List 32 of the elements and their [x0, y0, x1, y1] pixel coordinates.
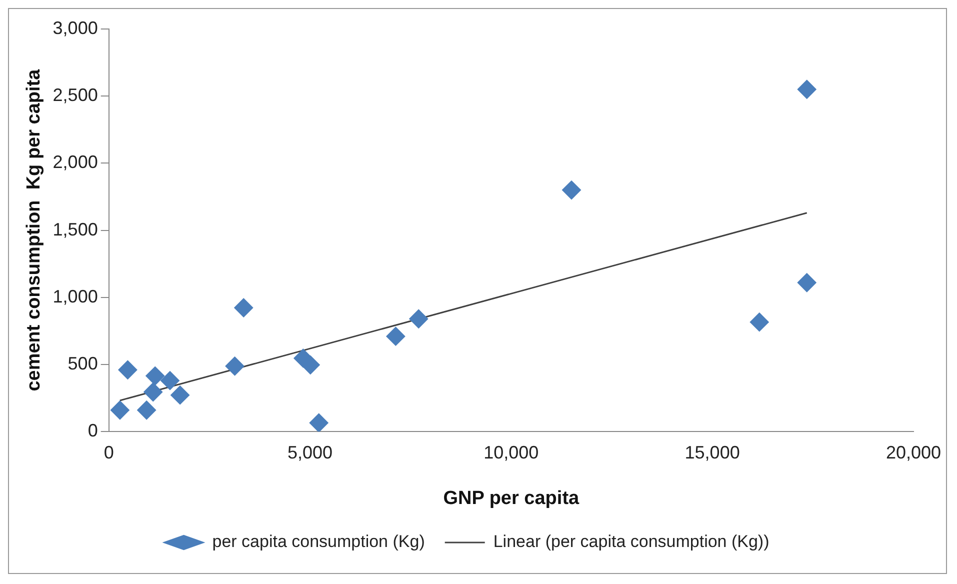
y-tick-label: 3,000 [52, 18, 98, 38]
y-tick-label: 500 [68, 353, 98, 374]
point [137, 400, 156, 420]
point [797, 80, 816, 99]
point [386, 326, 406, 346]
point [160, 371, 180, 390]
point [309, 413, 328, 432]
point [797, 273, 816, 292]
x-tick-label: 5,000 [287, 442, 333, 462]
x-tick-label: 10,000 [484, 442, 539, 462]
x-tick-label: 20,000 [886, 442, 942, 462]
point [110, 400, 130, 420]
point [144, 382, 163, 402]
point [170, 386, 190, 405]
y-tick-label: 2,500 [52, 85, 98, 106]
y-tick-label: 1,500 [52, 219, 98, 240]
point [562, 180, 582, 200]
point [146, 366, 165, 386]
y-tick-label: 2,000 [52, 152, 98, 172]
x-axis-title: GNP per capita [443, 488, 580, 509]
y-tick-label: 0 [88, 420, 98, 441]
y-tick-label: 1,000 [52, 286, 98, 306]
legend-label: Linear (per capita consumption (Kg)) [493, 532, 770, 552]
x-tick-label: 0 [104, 442, 114, 462]
x-tick-label: 15,000 [684, 442, 740, 462]
point [409, 309, 428, 328]
legend-label: per capita consumption (Kg) [212, 532, 425, 552]
point [234, 298, 254, 318]
point [118, 360, 138, 380]
point [750, 312, 769, 332]
y-axis-title: cement consumption Kg per capita [24, 68, 45, 392]
point [225, 356, 244, 376]
